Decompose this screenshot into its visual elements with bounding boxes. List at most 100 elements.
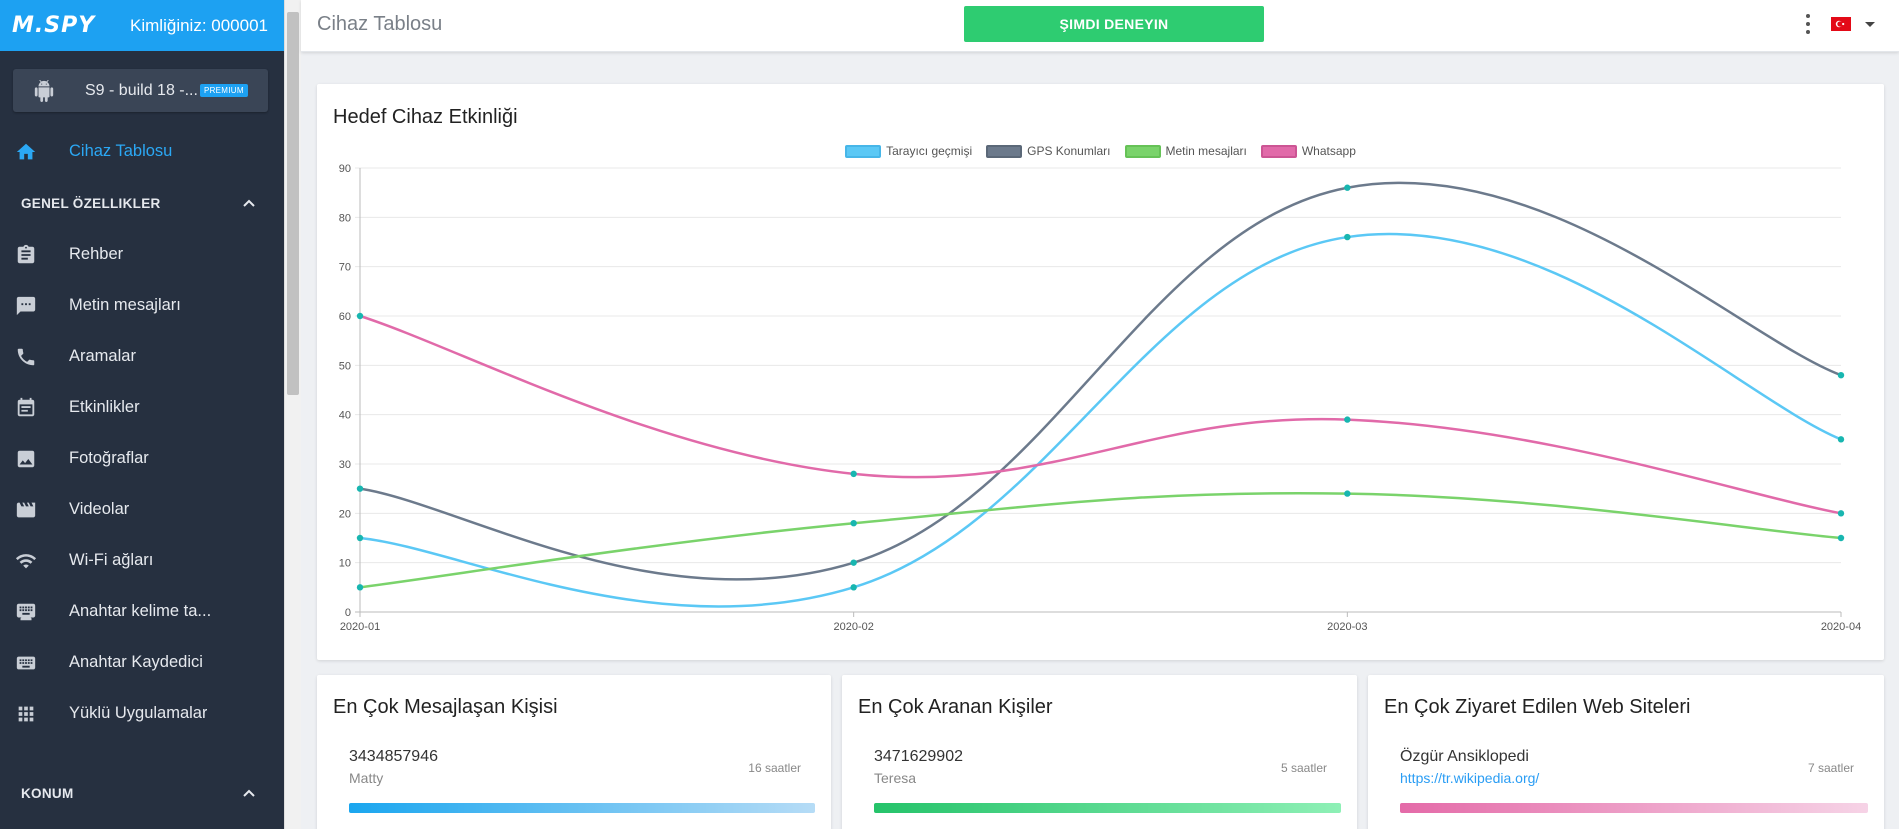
x-tick-label: 2020-04 bbox=[1821, 621, 1861, 633]
data-point bbox=[1344, 233, 1351, 241]
section-location-label: KONUM bbox=[21, 785, 74, 801]
sidebar-item-videos[interactable]: Videolar bbox=[0, 484, 284, 535]
contact-name: Teresa bbox=[874, 770, 917, 786]
card-title: En Çok Mesajlaşan Kişisi bbox=[333, 696, 558, 718]
legend-swatch bbox=[986, 144, 1023, 158]
legend-item[interactable]: Metin mesajları bbox=[1124, 144, 1247, 158]
site-name: Özgür Ansiklopedi bbox=[1400, 748, 1529, 765]
x-tick-label: 2020-03 bbox=[1327, 621, 1367, 633]
data-point bbox=[1837, 436, 1845, 443]
data-point bbox=[356, 534, 364, 542]
chart-legend: Tarayıcı geçmişi GPS Konumları Metin mes… bbox=[317, 144, 1884, 158]
device-selector[interactable]: S9 - build 18 -... PREMIUM bbox=[13, 69, 268, 112]
contact-name: Matty bbox=[349, 770, 384, 786]
data-point bbox=[1837, 510, 1845, 517]
sidebar-item-dashboard[interactable]: Cihaz Tablosu bbox=[0, 126, 284, 177]
sidebar-item-label: Wi-Fi ağları bbox=[69, 551, 154, 569]
site-link[interactable]: https://tr.wikipedia.org/ bbox=[1400, 770, 1540, 786]
progress-bar bbox=[349, 803, 815, 813]
top-called-card: En Çok Aranan Kişiler 3471629902 Teresa … bbox=[842, 675, 1357, 829]
sidebar-scrollbar[interactable] bbox=[284, 0, 301, 829]
turkey-flag-icon[interactable] bbox=[1831, 17, 1851, 31]
sidebar-item-keylogger[interactable]: Anahtar Kaydedici bbox=[0, 637, 284, 688]
series-line bbox=[359, 491, 1842, 589]
data-point bbox=[1344, 490, 1351, 497]
top-messaged-card: En Çok Mesajlaşan Kişisi 3434857946 Matt… bbox=[317, 675, 831, 829]
top-sites-card: En Çok Ziyaret Edilen Web Siteleri Özgür… bbox=[1368, 675, 1884, 829]
duration: 16 saatler bbox=[748, 761, 801, 775]
section-location-header[interactable]: KONUM bbox=[0, 767, 284, 819]
series-line bbox=[359, 181, 1842, 581]
sidebar-item-label: Etkinlikler bbox=[69, 398, 140, 416]
keyboard-monitor-icon bbox=[14, 600, 38, 624]
line-chart: 0 10 20 30 40 50 60 70 80 90 2020-01 2020-02 2020-03… bbox=[339, 163, 1861, 633]
section-general-label: GENEL ÖZELLIKLER bbox=[21, 195, 161, 211]
sidebar-item-calls[interactable]: Aramalar bbox=[0, 331, 284, 382]
sidebar-item-keyword[interactable]: Anahtar kelime ta... bbox=[0, 586, 284, 637]
contact-number[interactable]: 3434857946 bbox=[349, 748, 438, 765]
sidebar-item-events[interactable]: Etkinlikler bbox=[0, 382, 284, 433]
legend-item[interactable]: Tarayıcı geçmişi bbox=[845, 144, 972, 158]
card-title: En Çok Ziyaret Edilen Web Siteleri bbox=[1384, 696, 1691, 718]
sidebar-item-photos[interactable]: Fotoğraflar bbox=[0, 433, 284, 484]
language-dropdown-icon[interactable] bbox=[1865, 22, 1875, 27]
data-point bbox=[850, 470, 857, 478]
sidebar-item-label: Cihaz Tablosu bbox=[69, 142, 173, 160]
legend-swatch bbox=[1260, 144, 1297, 158]
legend-label: Metin mesajları bbox=[1165, 144, 1247, 158]
sidebar-item-rehber[interactable]: Rehber bbox=[0, 229, 284, 280]
y-tick-label: 40 bbox=[339, 410, 351, 422]
section-general-header[interactable]: GENEL ÖZELLIKLER bbox=[0, 177, 284, 229]
y-tick-label: 60 bbox=[339, 311, 351, 323]
y-tick-label: 90 bbox=[339, 163, 351, 175]
sidebar-item-label: Yüklü Uygulamalar bbox=[69, 704, 208, 722]
y-tick-label: 30 bbox=[339, 459, 351, 471]
sidebar-item-label: Videolar bbox=[69, 500, 130, 518]
data-point bbox=[356, 485, 364, 492]
duration: 5 saatler bbox=[1280, 761, 1327, 775]
mspy-logo[interactable]: M.SPY bbox=[12, 13, 96, 38]
legend-label: Tarayıcı geçmişi bbox=[886, 144, 973, 158]
data-point bbox=[850, 584, 857, 591]
y-tick-label: 20 bbox=[339, 508, 351, 520]
sidebar-item-wifi[interactable]: Wi-Fi ağları bbox=[0, 535, 284, 586]
series-line bbox=[359, 232, 1842, 608]
series-line bbox=[359, 314, 1842, 515]
page-title: Cihaz Tablosu bbox=[317, 13, 443, 35]
duration: 7 saatler bbox=[1807, 761, 1854, 775]
card-title: En Çok Aranan Kişiler bbox=[858, 696, 1053, 718]
sidebar-item-messages[interactable]: Metin mesajları bbox=[0, 280, 284, 331]
x-tick-label: 2020-01 bbox=[340, 621, 380, 633]
y-tick-label: 70 bbox=[339, 262, 351, 274]
legend-label: Whatsapp bbox=[1301, 144, 1356, 158]
phone-icon bbox=[14, 345, 38, 369]
brand-bar: M.SPY Kimliğiniz: 000001 bbox=[0, 0, 284, 51]
x-tick-label: 2020-02 bbox=[833, 621, 873, 633]
sidebar-item-label: Fotoğraflar bbox=[69, 449, 149, 467]
data-point bbox=[356, 312, 364, 320]
android-icon bbox=[34, 79, 54, 102]
chevron-up-icon bbox=[243, 199, 255, 207]
home-icon bbox=[14, 140, 38, 164]
sidebar-item-apps[interactable]: Yüklü Uygulamalar bbox=[0, 688, 284, 739]
sidebar-item-label: Aramalar bbox=[69, 347, 136, 365]
data-point bbox=[356, 584, 364, 591]
premium-badge: PREMIUM bbox=[199, 84, 248, 97]
legend-label: GPS Konumları bbox=[1027, 144, 1111, 158]
data-point bbox=[850, 559, 857, 566]
more-options-icon[interactable] bbox=[1804, 14, 1812, 34]
legend-item[interactable]: Whatsapp bbox=[1260, 144, 1356, 158]
data-point bbox=[1344, 416, 1351, 423]
contact-number[interactable]: 3471629902 bbox=[874, 748, 963, 765]
sidebar-item-label: Anahtar Kaydedici bbox=[69, 653, 203, 671]
try-now-button[interactable]: ŞIMDI DENEYIN bbox=[964, 6, 1264, 42]
calendar-icon bbox=[14, 396, 38, 420]
sidebar-item-label: Metin mesajları bbox=[69, 296, 181, 314]
data-point bbox=[1344, 184, 1351, 191]
wifi-icon bbox=[14, 549, 38, 573]
top-header: Cihaz Tablosu ŞIMDI DENEYIN bbox=[301, 0, 1899, 52]
legend-item[interactable]: GPS Konumları bbox=[986, 144, 1111, 158]
sidebar: M.SPY Kimliğiniz: 000001 S9 - build 18 -… bbox=[0, 0, 284, 829]
scrollbar-thumb[interactable] bbox=[287, 12, 299, 395]
progress-bar bbox=[1400, 803, 1868, 813]
